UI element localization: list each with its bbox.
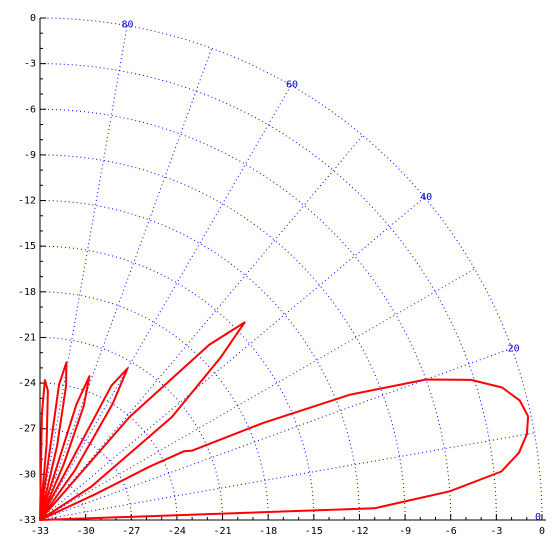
angle-label: 0 <box>535 512 541 523</box>
y-tick-label: -12 <box>18 196 36 207</box>
y-tick-label: -18 <box>18 287 36 298</box>
x-tick-label: -30 <box>77 526 95 537</box>
y-tick-label: -33 <box>18 515 36 526</box>
x-tick-label: 0 <box>539 526 545 537</box>
grid-arc <box>39 17 543 521</box>
angle-label: 80 <box>121 20 133 31</box>
radiation-pattern <box>39 321 530 521</box>
grid-arc <box>39 108 452 521</box>
grid-spoke <box>39 432 535 521</box>
x-tick-label: -15 <box>305 526 323 537</box>
grid-spoke <box>39 196 425 521</box>
x-tick-label: -12 <box>350 526 368 537</box>
grid-spoke <box>39 85 292 521</box>
grid-spoke <box>39 135 364 521</box>
x-tick-label: -3 <box>490 526 502 537</box>
grid-arc <box>39 200 360 521</box>
x-tick-label: -9 <box>399 526 411 537</box>
grid-arc <box>39 473 87 521</box>
x-tick-label: -18 <box>259 526 277 537</box>
grid-arc <box>39 63 497 521</box>
x-tick-labels: -33 -30 -27 -24 -21 -18 -15 -12 -9 -6 -3 0 <box>31 526 545 537</box>
y-tick-label: -6 <box>24 104 36 115</box>
angle-label: 60 <box>286 80 298 91</box>
grid-spoke <box>39 268 475 521</box>
polar-grid <box>39 17 543 521</box>
grid-arc <box>39 336 224 521</box>
y-tick-label: -27 <box>18 424 36 435</box>
x-tick-label: -33 <box>31 526 49 537</box>
chart-axes <box>39 17 546 521</box>
y-tick-label: 0 <box>30 13 36 24</box>
y-tick-label: -9 <box>24 150 36 161</box>
x-tick-label: -27 <box>122 526 140 537</box>
grid-spoke <box>39 25 128 521</box>
y-tick-labels: 0 -3 -6 -9 -12 -15 -18 -21 -24 -27 -30 -33 <box>18 13 36 526</box>
y-tick-label: -21 <box>18 332 36 343</box>
angle-label: 20 <box>508 344 520 355</box>
y-tick-label: -30 <box>18 469 36 480</box>
angle-labels: 0 20 40 60 80 <box>121 20 541 523</box>
x-tick-label: -24 <box>168 526 186 537</box>
x-tick-label: -6 <box>445 526 457 537</box>
x-tick-label: -21 <box>214 526 232 537</box>
grid-spoke <box>39 48 213 521</box>
pattern-line <box>39 321 530 521</box>
y-tick-label: -15 <box>18 241 36 252</box>
y-tick-label: -3 <box>24 59 36 70</box>
angle-label: 40 <box>420 192 432 203</box>
y-tick-label: -24 <box>18 378 36 389</box>
